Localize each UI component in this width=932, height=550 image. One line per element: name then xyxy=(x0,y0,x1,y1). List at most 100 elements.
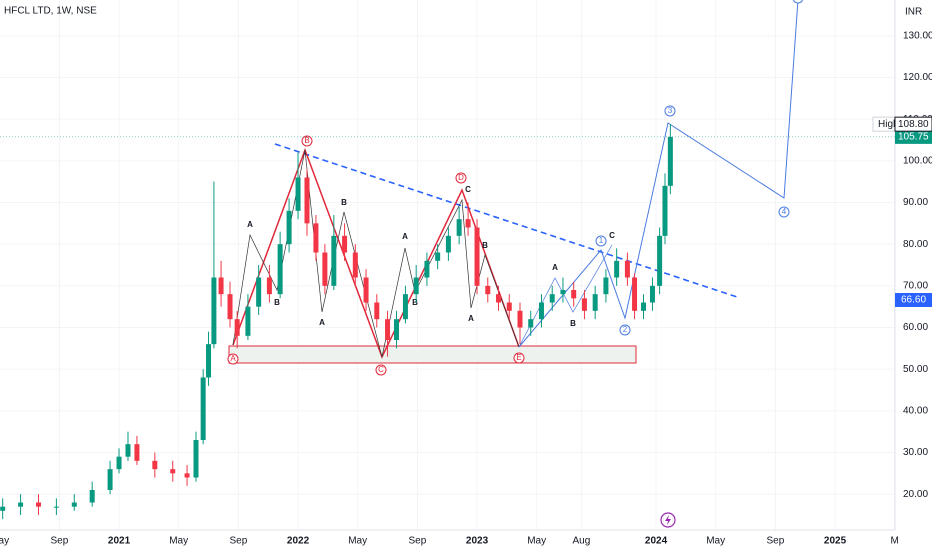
x-tick-label: 2022 xyxy=(287,536,310,547)
subwave-label: B xyxy=(482,241,488,250)
candle-body xyxy=(152,460,158,470)
candle-body xyxy=(18,502,24,507)
wave-label: 1 xyxy=(599,236,604,245)
pattern-circle xyxy=(227,353,239,365)
x-tick-label: Sep xyxy=(767,536,785,547)
pattern-label: E xyxy=(516,353,521,362)
pattern-circle xyxy=(513,352,525,364)
candle-body xyxy=(342,235,348,253)
candle-body xyxy=(206,344,212,378)
candle-body xyxy=(517,310,523,328)
subwave-label: A xyxy=(468,314,474,323)
x-tick-label: Sep xyxy=(409,536,427,547)
x-tick-label: May xyxy=(527,536,546,547)
candle-body xyxy=(374,302,380,320)
candle-body xyxy=(313,223,319,253)
x-tick-label: May xyxy=(0,536,9,547)
wave-label: 2 xyxy=(623,325,628,334)
candle-body xyxy=(549,294,555,303)
x-tick-label: Sep xyxy=(51,536,69,547)
level-label: 66.60 xyxy=(901,295,926,306)
candle-body xyxy=(614,260,620,278)
x-tick-label: Aug xyxy=(572,536,590,547)
candle-body xyxy=(266,277,272,295)
candle-body xyxy=(465,219,471,228)
candle-body xyxy=(657,235,663,286)
candle-body xyxy=(0,506,6,511)
wave-label: 3 xyxy=(668,106,673,115)
candle-body xyxy=(641,302,647,311)
pattern-circle xyxy=(455,172,467,184)
x-tick-label: 2021 xyxy=(108,536,131,547)
candle-body xyxy=(445,235,451,253)
candle-body xyxy=(193,440,199,478)
candle-body xyxy=(662,185,668,236)
candle-body xyxy=(393,319,399,340)
candle-body xyxy=(107,469,113,490)
candle-body xyxy=(506,302,512,311)
wave-circle xyxy=(664,105,676,117)
subwave-label: B xyxy=(341,198,347,207)
high-label: 108.80 xyxy=(898,119,929,130)
subwave-label: C xyxy=(465,185,471,194)
y-tick-label: 30.00 xyxy=(903,447,928,458)
candle-body xyxy=(218,277,224,295)
annotation-labels: A B C D E 1 2 3 4 5 A B A B A B C B A A … xyxy=(227,0,804,376)
candle-body xyxy=(211,277,217,345)
drawings xyxy=(228,0,799,364)
y-tick-label: 90.00 xyxy=(903,197,928,208)
candle-body xyxy=(385,319,391,340)
candle-body xyxy=(485,285,491,295)
subwave-line xyxy=(518,244,613,348)
candle-body xyxy=(71,502,77,507)
candle-body xyxy=(227,294,233,320)
wave-label: 5 xyxy=(796,0,801,2)
header: HFCL LTD, 1W, NSE INR xyxy=(4,6,922,18)
level-box xyxy=(895,293,932,307)
candle-body xyxy=(528,319,534,328)
currency: INR xyxy=(905,7,922,18)
subwave-label: B xyxy=(570,319,576,328)
candle-body xyxy=(363,277,369,303)
candle-body xyxy=(413,277,419,295)
subwave-label: A xyxy=(319,318,325,327)
candle-body xyxy=(496,294,502,303)
y-tick-label: 70.00 xyxy=(903,280,928,291)
candle-body xyxy=(116,456,122,470)
y-tick-label: 130.00 xyxy=(903,30,932,41)
subwave-label: A xyxy=(247,220,253,229)
event-icon[interactable] xyxy=(660,512,676,528)
support-zone xyxy=(228,345,637,364)
pattern-label: B xyxy=(304,136,309,145)
last-price-box xyxy=(895,129,932,144)
y-tick-label: 120.00 xyxy=(903,72,932,83)
candle-body xyxy=(53,506,59,508)
y-tick-label: 50.00 xyxy=(903,364,928,375)
x-tick-label: Sep xyxy=(230,536,248,547)
y-tick-label: 80.00 xyxy=(903,239,928,250)
pattern-label: D xyxy=(458,173,464,182)
last-price-label: 105.75 xyxy=(898,132,929,143)
candle-body xyxy=(170,469,176,474)
wave-circle xyxy=(619,324,631,336)
candle-body xyxy=(603,277,609,295)
candle-body xyxy=(245,306,251,336)
trendline xyxy=(274,143,741,299)
wave-circle xyxy=(792,0,804,4)
candle-body xyxy=(581,298,587,311)
wave-circle xyxy=(595,235,607,247)
subwave-line xyxy=(232,149,520,358)
y-tick-label: 60.00 xyxy=(903,322,928,333)
y-tick-label: 100.00 xyxy=(903,155,932,166)
x-tick-label: 2023 xyxy=(466,536,489,547)
pattern-circle xyxy=(375,364,387,376)
candle-body xyxy=(134,444,140,461)
candle-body xyxy=(456,219,462,236)
candle-body xyxy=(402,294,408,320)
candle-body xyxy=(649,285,655,303)
candle-body xyxy=(256,277,262,307)
candle-body xyxy=(35,502,41,507)
high-box xyxy=(894,116,932,132)
subwave-label: A xyxy=(402,232,408,241)
